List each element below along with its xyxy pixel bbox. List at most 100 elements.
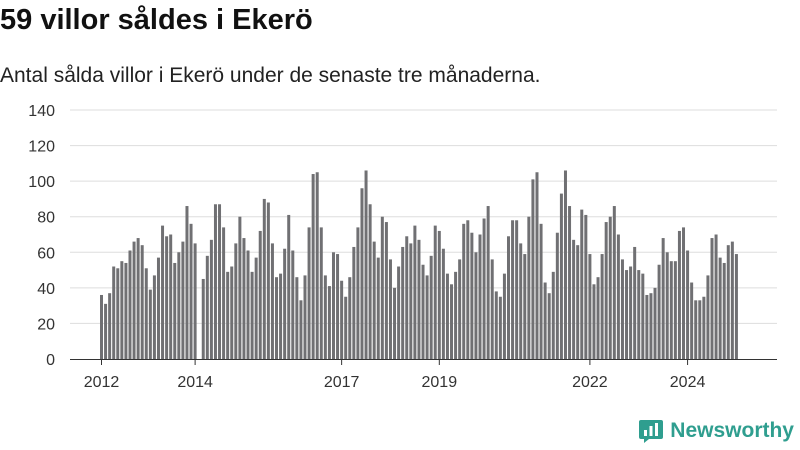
bar — [177, 252, 181, 359]
bar — [417, 239, 421, 359]
bar — [327, 286, 331, 359]
bar — [661, 238, 665, 359]
bar — [185, 206, 189, 359]
y-tick-label: 140 — [28, 103, 55, 120]
bar — [132, 241, 136, 359]
bar — [718, 257, 722, 359]
bar — [323, 275, 327, 359]
bar — [303, 275, 307, 359]
bar — [393, 287, 397, 359]
bar — [275, 277, 279, 359]
bar — [425, 275, 429, 359]
bar — [120, 261, 124, 359]
bar — [645, 294, 649, 359]
bar — [657, 264, 661, 359]
bar — [580, 209, 584, 359]
bar — [608, 216, 612, 359]
bar — [515, 220, 519, 359]
bar — [169, 234, 173, 359]
data-label: 59 — [729, 0, 749, 4]
bar — [258, 230, 262, 359]
bar — [250, 271, 254, 359]
y-tick-label: 100 — [28, 174, 55, 191]
bar — [372, 241, 376, 359]
bar — [388, 259, 392, 359]
bar — [156, 257, 160, 359]
bar — [100, 294, 103, 359]
bar — [397, 266, 401, 359]
bar — [429, 255, 433, 359]
bar — [527, 216, 531, 359]
bar — [482, 218, 486, 359]
bar — [112, 266, 116, 359]
x-tick-label: 2012 — [84, 374, 120, 391]
bar — [380, 216, 384, 359]
bar — [299, 300, 303, 359]
bar — [690, 282, 694, 359]
y-tick-label: 20 — [37, 316, 55, 333]
bar — [356, 227, 360, 359]
bar — [242, 238, 246, 359]
bar — [413, 225, 417, 359]
bar — [523, 254, 527, 359]
bar — [694, 300, 698, 359]
bar — [466, 220, 470, 359]
bar — [551, 271, 555, 359]
bar — [421, 264, 425, 359]
bar — [266, 202, 270, 359]
bar — [454, 271, 458, 359]
bar — [588, 254, 592, 359]
bar — [649, 293, 653, 359]
bar — [104, 303, 108, 359]
y-tick-label: 0 — [46, 352, 55, 369]
bar — [559, 193, 563, 359]
bar — [218, 204, 222, 359]
bar — [511, 220, 515, 359]
bar — [698, 300, 702, 359]
bar — [368, 204, 372, 359]
bar — [262, 198, 266, 359]
bar — [128, 250, 132, 359]
bar — [450, 284, 454, 359]
bar — [584, 214, 588, 359]
bar — [669, 261, 673, 359]
bar — [596, 277, 600, 359]
y-tick-label: 60 — [37, 245, 55, 262]
bar — [462, 223, 466, 359]
x-axis: 2012 2014 2017 2019 2022 2024 — [70, 359, 777, 391]
bar — [507, 236, 510, 359]
bar — [148, 289, 152, 359]
bar — [572, 239, 576, 359]
highlight-annotation: 59 — [729, 0, 749, 4]
bar — [173, 262, 177, 359]
bar — [384, 222, 388, 359]
bar — [547, 293, 551, 359]
bar — [519, 243, 523, 359]
bar — [714, 234, 718, 359]
bar — [600, 254, 604, 359]
bar — [311, 174, 315, 359]
bar — [336, 254, 340, 359]
bar — [181, 241, 185, 359]
bar — [152, 275, 156, 359]
x-tick-label: 2017 — [324, 374, 360, 391]
bar — [576, 245, 580, 359]
bar — [405, 236, 409, 359]
bar — [291, 250, 295, 359]
bar — [213, 204, 217, 359]
bar — [234, 243, 238, 359]
bar — [633, 246, 637, 359]
bar — [340, 280, 344, 359]
x-tick-label: 2022 — [572, 374, 608, 391]
bar — [295, 277, 299, 359]
bar — [445, 273, 449, 359]
y-tick-label: 120 — [28, 139, 55, 156]
bar — [706, 275, 710, 359]
bar — [722, 262, 726, 359]
bar — [665, 252, 669, 359]
bar — [307, 227, 311, 359]
bar — [238, 216, 242, 359]
bar — [531, 179, 535, 359]
x-tick-label: 2014 — [177, 374, 213, 391]
bar — [124, 262, 128, 359]
